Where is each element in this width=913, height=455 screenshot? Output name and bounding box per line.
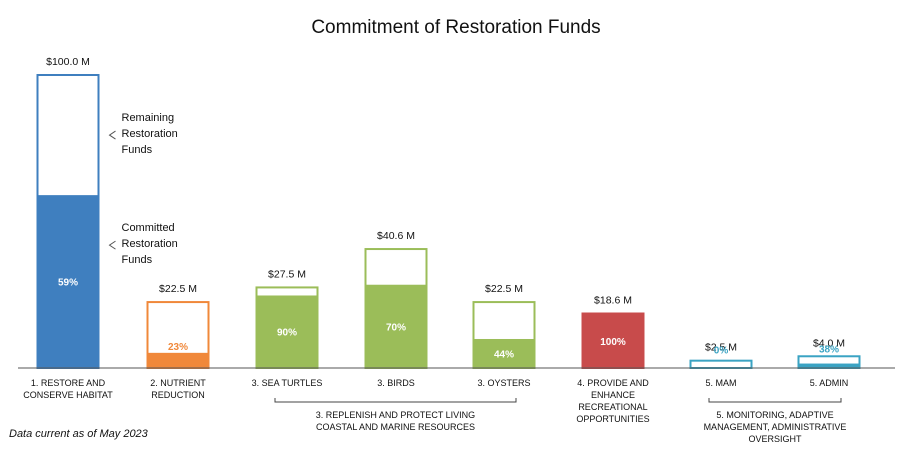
committed-bar-7 [797, 363, 861, 368]
group-label-0: 3. REPLENISH AND PROTECT LIVING COASTAL A… [316, 410, 475, 432]
total-label-1: $22.5 M [159, 283, 197, 295]
total-label-0: $100.0 M [46, 56, 90, 68]
category-line: ENHANCE [591, 390, 635, 400]
group-bracket-0 [274, 398, 517, 403]
total-bar-outline-6 [689, 359, 753, 369]
percent-label-7: 38% [819, 344, 839, 355]
category-label-3: 3. BIRDS [377, 378, 415, 388]
category-line: 5. ADMIN [810, 378, 849, 388]
annotation-line: Restoration [122, 128, 178, 140]
category-label-6: 5. MAM [705, 378, 736, 388]
group-line: MANAGEMENT, ADMINISTRATIVE [704, 422, 847, 432]
data-date-note: Data current as of May 2023 [9, 428, 148, 440]
category-label-4: 3. OYSTERS [477, 378, 530, 388]
committed-bar-5 [581, 313, 645, 368]
annotation-line: Restoration [122, 238, 178, 250]
annotation-remaining: Remaining Restoration Funds [122, 112, 178, 156]
legend-annotations: Remaining Restoration Funds Committed Restor… [108, 112, 178, 266]
percent-label-6: 0% [714, 346, 729, 357]
category-line: 2. NUTRIENT [150, 378, 206, 388]
total-label-6: $2.5 M [705, 342, 737, 354]
annotation-arrow-0 [108, 130, 116, 140]
percent-label-4: 44% [494, 349, 514, 360]
category-label-7: 5. ADMIN [810, 378, 849, 388]
group-line: 5. MONITORING, ADAPTIVE [716, 410, 833, 420]
total-label-4: $22.5 M [485, 283, 523, 295]
percent-label-3: 70% [386, 322, 406, 333]
category-line: 3. BIRDS [377, 378, 415, 388]
annotation-line: Funds [122, 144, 153, 156]
category-line: 5. MAM [705, 378, 736, 388]
total-label-2: $27.5 M [268, 268, 306, 280]
total-label-5: $18.6 M [594, 295, 632, 307]
group-label-1: 5. MONITORING, ADAPTIVE MANAGEMENT, ADMIN… [704, 410, 847, 444]
category-labels: 1. RESTORE AND CONSERVE HABITAT 2. NUTRIEN… [23, 378, 848, 424]
percent-label-5: 100% [600, 337, 626, 348]
category-line: RECREATIONAL [578, 402, 647, 412]
percent-label-1: 23% [168, 342, 188, 353]
annotation-line: Remaining [122, 112, 175, 124]
category-label-2: 3. SEA TURTLES [252, 378, 323, 388]
category-line: CONSERVE HABITAT [23, 390, 113, 400]
total-label-7: $4.0 M [813, 337, 845, 349]
chart-title: Commitment of Restoration Funds [311, 17, 600, 38]
committed-bar-1 [146, 352, 210, 368]
committed-bar-2 [255, 295, 319, 368]
category-line: OPPORTUNITIES [576, 414, 649, 424]
committed-bar-0 [36, 195, 100, 368]
committed-bar-3 [364, 284, 428, 368]
bar-layer: $100.0 M 59% $22.5 M 23% $27.5 M 90% $40.6 M 70… [36, 56, 861, 370]
category-line: REDUCTION [151, 390, 205, 400]
percent-label-0: 59% [58, 278, 78, 289]
group-line: COASTAL AND MARINE RESOURCES [316, 422, 475, 432]
category-label-5: 4. PROVIDE AND ENHANCE RECREATIONAL OPPORTU… [576, 378, 649, 424]
annotation-line: Funds [122, 254, 153, 266]
category-label-0: 1. RESTORE AND CONSERVE HABITAT [23, 378, 113, 400]
group-line: OVERSIGHT [748, 434, 802, 444]
annotation-arrow-1 [108, 240, 116, 250]
category-line: 3. OYSTERS [477, 378, 530, 388]
annotation-line: Committed [122, 222, 175, 234]
committed-bar-4 [472, 338, 536, 368]
percent-label-2: 90% [277, 328, 297, 339]
group-bracket-1 [708, 398, 842, 403]
group-line: 3. REPLENISH AND PROTECT LIVING [316, 410, 475, 420]
category-line: 4. PROVIDE AND [577, 378, 649, 388]
category-line: 1. RESTORE AND [31, 378, 106, 388]
group-brackets: 3. REPLENISH AND PROTECT LIVING COASTAL A… [274, 398, 847, 444]
category-line: 3. SEA TURTLES [252, 378, 323, 388]
annotation-committed: Committed Restoration Funds [122, 222, 178, 266]
category-label-1: 2. NUTRIENT REDUCTION [150, 378, 206, 400]
total-label-3: $40.6 M [377, 230, 415, 242]
